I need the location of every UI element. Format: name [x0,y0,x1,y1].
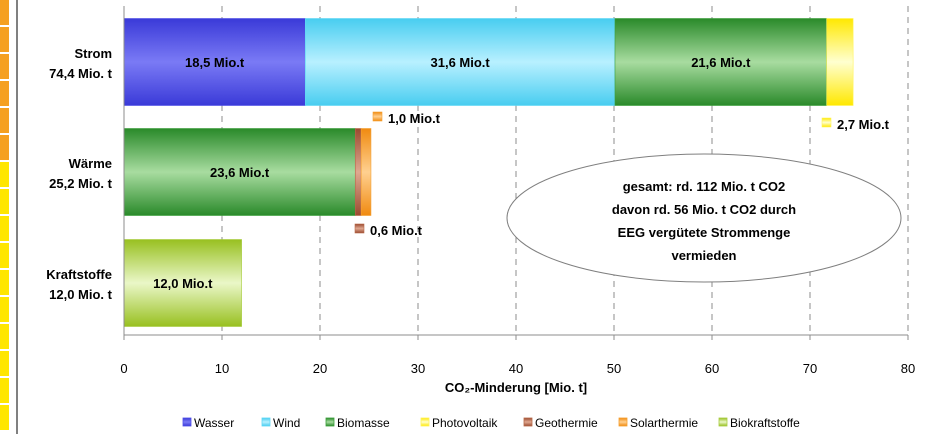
data-label-strom-biomasse: 21,6 Mio.t [691,55,751,70]
x-tick-label-40: 40 [509,361,523,376]
callout-marker-photovoltaik [821,117,832,128]
x-tick-label-30: 30 [411,361,425,376]
left-edge-strip-block [0,243,9,268]
x-tick-label-80: 80 [901,361,915,376]
left-edge-strip-block [0,189,9,214]
legend-swatch-wasser [182,417,192,427]
legend-label-biokraftstoffe: Biokraftstoffe [730,416,800,430]
x-tick-label-10: 10 [215,361,229,376]
category-total-warme: 25,2 Mio. t [49,176,113,191]
legend-swatch-biokraftstoffe [718,417,728,427]
annotation-ellipse [506,153,902,283]
legend-swatch-solarthermie [618,417,628,427]
x-tick-label-20: 20 [313,361,327,376]
legend-swatch-wind [261,417,271,427]
legend-swatch-geothermie [523,417,533,427]
category-total-kraftstoffe: 12,0 Mio. t [49,287,113,302]
bar-kraftstoffe-biokraftstoffe [123,239,242,327]
callout-label-photovoltaik: 2,7 Mio.t [837,117,890,132]
left-edge-strip-block [0,351,9,376]
data-label-kraftstoffe-biokraftstoffe: 12,0 Mio.t [153,276,213,291]
legend-swatch-biomasse [325,417,335,427]
legend-label-wasser: Wasser [194,416,234,430]
left-edge-strip-block [0,270,9,295]
legend-label-photovoltaik: Photovoltaik [432,416,498,430]
left-edge-strip-block [0,81,9,106]
annotation-line-1: gesamt: rd. 112 Mio. t CO2 [623,179,786,194]
data-label-strom-wind: 31,6 Mio.t [431,55,491,70]
callout-marker-solarthermie [372,111,383,122]
left-edge-strip-block [0,108,9,133]
x-tick-label-70: 70 [803,361,817,376]
left-edge-strip-block [0,135,9,160]
annotation-line-3: EEG vergütete Strommenge [618,225,791,240]
category-label-kraftstoffe: Kraftstoffe [46,267,112,282]
category-label-warme: Wärme [69,156,112,171]
left-edge-strip-block [0,54,9,79]
bar-strom-wasser [123,18,306,106]
bar-strom-photovoltaik [826,18,854,106]
left-edge-strip-block [0,216,9,241]
bar-strom-biomasse [614,18,827,106]
callout-label-solarthermie: 1,0 Mio.t [388,111,441,126]
legend-label-geothermie: Geothermie [535,416,598,430]
bar-warme-biomasse [123,128,356,216]
legend-label-solarthermie: Solarthermie [630,416,698,430]
callout-label-geothermie: 0,6 Mio.t [370,223,423,238]
left-edge-strip-block [0,378,9,403]
legend-label-wind: Wind [273,416,300,430]
category-total-strom: 74,4 Mio. t [49,66,113,81]
callout-marker-geothermie [354,223,365,234]
left-edge-strip-block [0,405,9,430]
x-tick-label-0: 0 [120,361,127,376]
x-axis-title: CO₂-Minderung [Mio. t] [445,380,587,395]
x-tick-label-50: 50 [607,361,621,376]
left-edge-strip-block [0,162,9,187]
x-tick-label-60: 60 [705,361,719,376]
annotation-line-2: davon rd. 56 Mio. t CO2 durch [612,202,796,217]
legend-swatch-photovoltaik [420,417,430,427]
left-edge-strip-block [0,324,9,349]
data-label-strom-wasser: 18,5 Mio.t [185,55,245,70]
bar-strom-wind [304,18,616,106]
bar-warme-solarthermie [360,128,372,216]
bar-warme-geothermie [354,128,362,216]
left-edge-strip-block [0,297,9,322]
legend-label-biomasse: Biomasse [337,416,390,430]
left-edge-strip-block [0,27,9,52]
data-label-warme-biomasse: 23,6 Mio.t [210,165,270,180]
annotation-line-4: vermieden [671,248,736,263]
category-label-strom: Strom [74,46,112,61]
left-edge-strip-block [0,0,9,25]
